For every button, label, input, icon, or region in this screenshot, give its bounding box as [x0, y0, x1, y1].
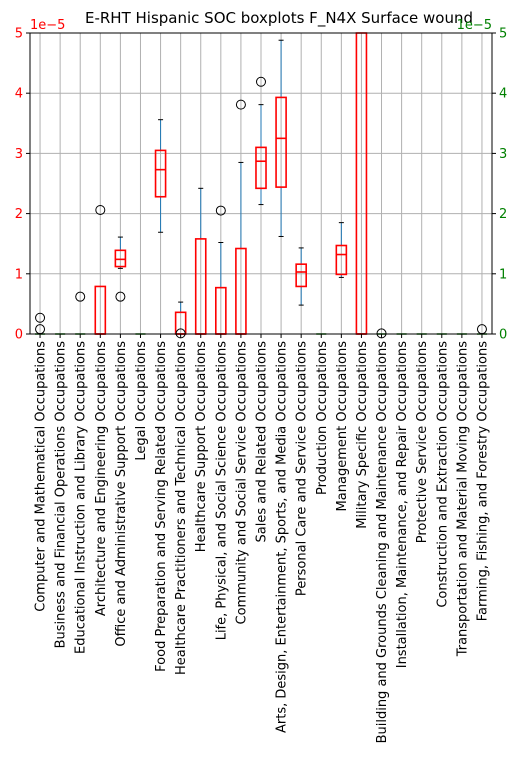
- y-tick-label-right: 4: [499, 87, 507, 102]
- y-tick-label-right: 5: [499, 27, 507, 42]
- x-tick-label: Construction and Extraction Occupations: [435, 341, 450, 608]
- x-tick-label: Protective Service Occupations: [415, 341, 430, 543]
- x-tick-label: Production Occupations: [315, 341, 330, 495]
- x-tick-label: Educational Instruction and Library Occu…: [74, 341, 89, 654]
- x-tick-label: Office and Administrative Support Occupa…: [114, 341, 129, 647]
- box-iqr: [114, 249, 127, 268]
- x-tick-label: Sales and Related Occupations: [255, 341, 270, 543]
- x-tick-label: Farming, Fishing, and Forestry Occupatio…: [475, 341, 490, 621]
- flier-point: [256, 76, 266, 87]
- left-axis-offset-label: 1e−5: [30, 18, 65, 33]
- x-tick-label: Military Specific Occupations: [355, 341, 370, 529]
- box-iqr: [275, 96, 287, 188]
- x-tick-label: Business and Financial Operations Occupa…: [54, 341, 69, 649]
- box-iqr: [295, 263, 307, 288]
- y-tick-label-left: 4: [15, 87, 23, 102]
- flier-point: [215, 205, 226, 216]
- y-tick-label-right: 0: [499, 328, 507, 343]
- grid: [30, 32, 492, 335]
- x-tick-label: Healthcare Support Occupations: [194, 341, 209, 552]
- y-tick-label-left: 3: [15, 147, 23, 162]
- x-tick-label: Installation, Maintenance, and Repair Oc…: [395, 341, 410, 668]
- right-axis-offset-label: 1e−5: [457, 18, 492, 33]
- y-tick-label-right: 3: [499, 147, 507, 162]
- x-tick-label: Healthcare Practitioners and Technical O…: [174, 341, 189, 675]
- box-16: [335, 222, 348, 278]
- box-iqr: [335, 244, 348, 276]
- flier-point: [35, 312, 46, 323]
- box-iqr: [154, 149, 167, 198]
- x-tick-label: Transportation and Material Moving Occup…: [455, 341, 470, 658]
- x-tick-label: Computer and Mathematical Occupations: [34, 341, 49, 612]
- flier-point: [95, 204, 106, 215]
- y-tick-label-left: 1: [15, 267, 23, 282]
- box-7: [154, 119, 167, 233]
- ticks: 0 0 1 1 2 2 3 3 4 4 5 5 Computer and Mathematical Oc…: [15, 27, 508, 744]
- x-tick-label: Community and Social Service Occupations: [234, 341, 249, 625]
- box-14: [295, 247, 307, 306]
- x-tick-label: Personal Care and Service Occupations: [295, 341, 310, 596]
- x-tick-label: Building and Grounds Cleaning and Mainte…: [375, 341, 390, 744]
- box-13: [275, 39, 287, 237]
- y-tick-label-left: 2: [15, 207, 23, 222]
- y-tick-label-left: 0: [15, 328, 23, 343]
- box-iqr: [255, 146, 267, 190]
- box-12: [255, 76, 267, 206]
- flier-point: [235, 99, 246, 110]
- x-tick-label: Legal Occupations: [134, 341, 149, 461]
- x-tick-label: Management Occupations: [335, 341, 350, 512]
- chart-title: E-RHT Hispanic SOC boxplots F_N4X Surfac…: [85, 9, 473, 28]
- flier-point: [75, 291, 86, 302]
- y-tick-label-left: 5: [15, 27, 23, 42]
- box-5: [114, 236, 127, 302]
- x-tick-label: Arts, Design, Entertainment, Sports, and…: [275, 341, 290, 733]
- x-tick-label: Food Preparation and Serving Related Occ…: [154, 341, 169, 672]
- y-tick-label-right: 1: [499, 267, 507, 282]
- flier-point: [115, 291, 126, 302]
- x-tick-label: Architecture and Engineering Occupations: [94, 341, 109, 616]
- y-tick-label-right: 2: [499, 207, 507, 222]
- x-tick-label: Life, Physical, and Social Science Occup…: [214, 341, 229, 641]
